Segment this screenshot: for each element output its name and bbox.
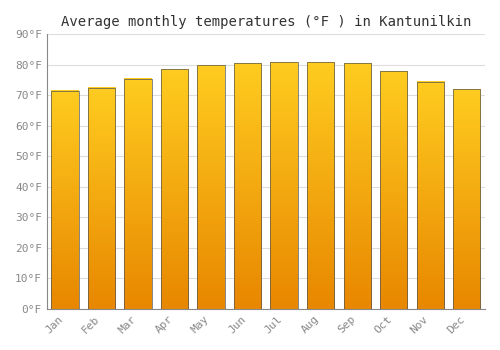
Bar — [124, 78, 152, 309]
Bar — [198, 65, 225, 309]
Bar — [161, 69, 188, 309]
Bar — [52, 91, 79, 309]
Bar — [307, 62, 334, 309]
Bar — [344, 63, 371, 309]
Bar — [453, 89, 480, 309]
Bar — [234, 63, 262, 309]
Bar — [88, 88, 116, 309]
Bar — [270, 62, 298, 309]
Title: Average monthly temperatures (°F ) in Kantunilkin: Average monthly temperatures (°F ) in Ka… — [60, 15, 471, 29]
Bar — [416, 82, 444, 309]
Bar — [380, 71, 407, 309]
